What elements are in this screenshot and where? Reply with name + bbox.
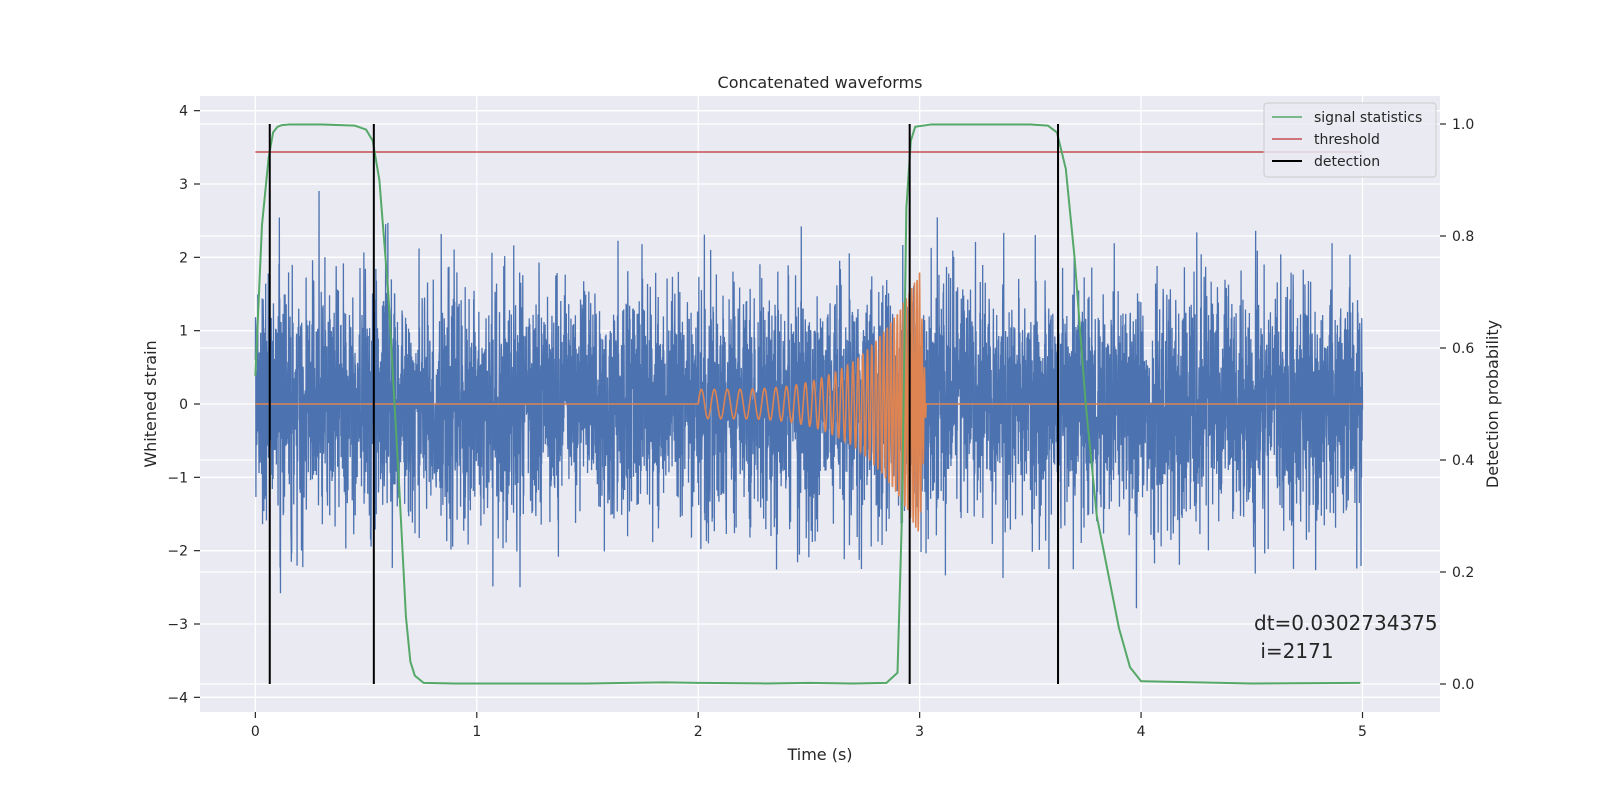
y2-tick-label: 0.8: [1452, 229, 1474, 245]
x-tick-label: 4: [1137, 724, 1146, 740]
y-tick-label: 3: [179, 177, 188, 193]
x-tick-label: 5: [1358, 724, 1367, 740]
y2-tick-label: 0.0: [1452, 677, 1474, 693]
legend-box: [1263, 102, 1437, 178]
y-tick-label: −3: [167, 617, 188, 633]
y-axis-ticks: −4 −3 −2 −1 0 1 2 3 4: [167, 104, 200, 706]
annotation-line-2: i=2171: [1254, 639, 1334, 663]
y2-axis-label: Detection probability: [1483, 320, 1502, 488]
x-axis-ticks: 0 1 2 3 4 5: [251, 712, 1367, 740]
chart-title: Concatenated waveforms: [718, 73, 923, 92]
legend: signal statistics threshold detection: [1263, 102, 1437, 178]
y-tick-label: 4: [179, 104, 188, 120]
y2-tick-label: 0.2: [1452, 565, 1474, 581]
y-tick-label: −2: [167, 544, 188, 560]
y-tick-label: 0: [179, 397, 188, 413]
annotation-text: dt=0.0302734375 i=2171: [1254, 611, 1438, 663]
y-tick-label: −4: [167, 690, 188, 706]
legend-label-detection: detection: [1314, 154, 1380, 170]
annotation-line-1: dt=0.0302734375: [1254, 611, 1438, 635]
x-axis-label: Time (s): [786, 745, 852, 764]
x-tick-label: 3: [915, 724, 924, 740]
y2-tick-label: 0.4: [1452, 453, 1474, 469]
x-tick-label: 1: [472, 724, 481, 740]
x-tick-label: 0: [251, 724, 260, 740]
y-tick-label: −1: [167, 470, 188, 486]
plot-data: [254, 123, 1364, 685]
injection-chirp-line: [255, 272, 1363, 532]
y-tick-label: 1: [179, 324, 188, 340]
y-axis-label: Whitened strain: [141, 340, 160, 467]
signal-statistics-line: [254, 123, 1361, 685]
legend-label-threshold: threshold: [1314, 132, 1380, 148]
y-tick-label: 2: [179, 250, 188, 266]
y2-tick-label: 1.0: [1452, 117, 1474, 133]
y2-axis-ticks: 0.0 0.2 0.4 0.6 0.8 1.0: [1440, 117, 1474, 693]
strain-noise-line: [254, 190, 1364, 609]
y2-tick-label: 0.6: [1452, 341, 1474, 357]
legend-label-signal-statistics: signal statistics: [1314, 110, 1422, 126]
x-tick-label: 2: [694, 724, 703, 740]
